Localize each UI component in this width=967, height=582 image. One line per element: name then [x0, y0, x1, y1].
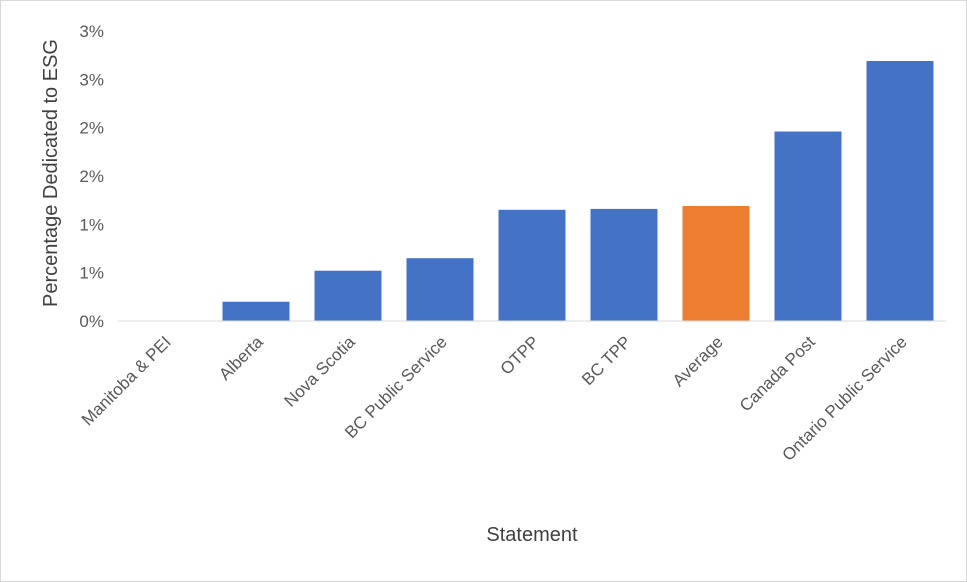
bar — [866, 61, 934, 321]
bar — [774, 131, 842, 321]
x-tick-label: Alberta — [215, 332, 267, 384]
y-tick-label: 2% — [79, 119, 104, 138]
y-tick-label: 2% — [79, 167, 104, 186]
x-tick-label: BC TPP — [578, 332, 635, 389]
x-axis-title: Statement — [486, 524, 578, 546]
x-tick-label: Nova Scotia — [281, 332, 360, 411]
y-tick-label: 1% — [79, 264, 104, 283]
y-tick-label: 1% — [79, 215, 104, 234]
bar — [498, 209, 566, 321]
x-tick-label: Manitoba & PEI — [78, 332, 175, 429]
bars — [222, 61, 934, 321]
y-tick-label: 0% — [79, 312, 104, 331]
bar — [590, 208, 658, 321]
bar — [222, 301, 290, 321]
x-tick-label: OTPP — [497, 332, 543, 378]
y-axis-ticks: 0% 1% 1% 2% 2% 3% 3% — [79, 22, 104, 331]
bar — [406, 258, 474, 321]
x-tick-label: Canada Post — [736, 332, 819, 415]
x-tick-label: BC Public Service — [341, 332, 451, 442]
bar — [314, 270, 382, 321]
x-tick-label: Average — [669, 332, 727, 390]
y-axis-title: Percentage Dedicated to ESG — [40, 39, 62, 307]
y-tick-label: 3% — [79, 22, 104, 41]
y-tick-label: 3% — [79, 70, 104, 89]
bar — [682, 206, 750, 321]
